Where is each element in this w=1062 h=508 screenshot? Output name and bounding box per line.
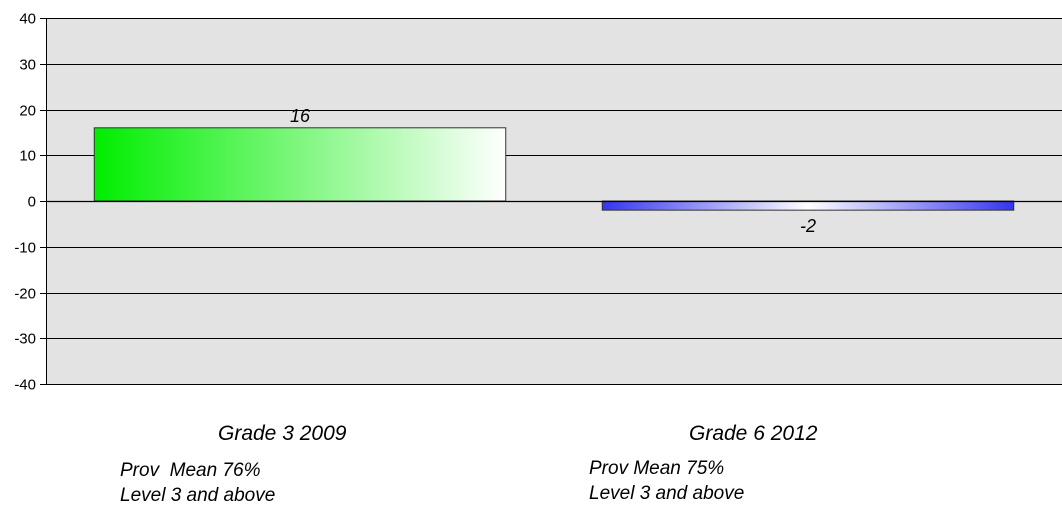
y-axis-ticks: 40 30 20 10 0 -10 -20 -30 -40 xyxy=(14,11,46,394)
y-tick-label: -40 xyxy=(14,377,36,394)
y-tick-label: -20 xyxy=(14,286,36,303)
data-label-1: -2 xyxy=(800,216,816,236)
y-tick-label: 10 xyxy=(19,148,36,165)
category-note-1-line-2: Level 3 and above xyxy=(589,483,745,504)
category-note-1-line-1: Prov Mean 75% xyxy=(589,458,725,479)
y-tick-label: -10 xyxy=(14,240,36,257)
category-note-0-line-2: Level 3 and above xyxy=(120,485,276,506)
y-tick-label: 20 xyxy=(19,103,36,120)
bars xyxy=(46,127,1062,211)
bar-1 xyxy=(601,200,1015,211)
category-note-0-line-1: Prov Mean 76% xyxy=(120,460,261,481)
y-tick-label: 40 xyxy=(19,11,36,28)
y-tick-label: 30 xyxy=(19,57,36,74)
bar-0 xyxy=(93,127,507,202)
y-tick-label: 0 xyxy=(28,194,36,211)
data-label-0: 16 xyxy=(290,106,311,126)
data-labels: 16 -2 xyxy=(290,106,816,236)
y-tick-label: -30 xyxy=(14,331,36,348)
category-label-0: Grade 3 2009 xyxy=(218,422,347,445)
category-label-1: Grade 6 2012 xyxy=(689,422,818,445)
